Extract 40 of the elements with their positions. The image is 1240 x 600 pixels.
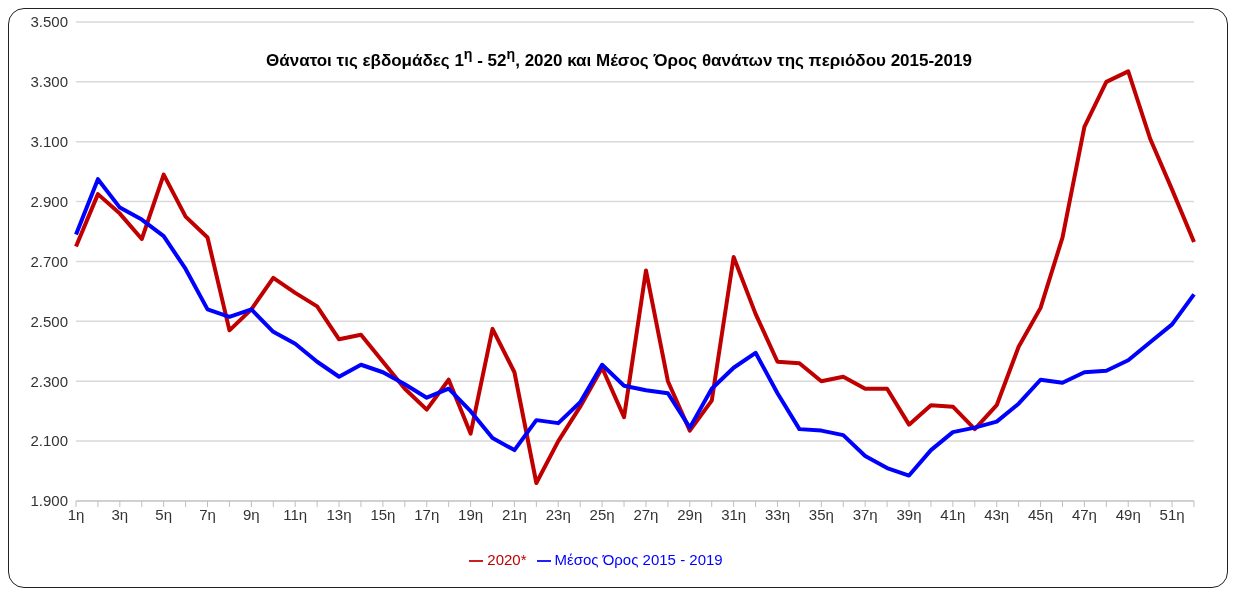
- line-series: [74, 177, 1196, 478]
- x-tick-label: 3η: [111, 505, 129, 523]
- x-tick-label: 7η: [199, 505, 216, 523]
- legend-label: 2020*: [487, 550, 527, 568]
- x-tick-label: 25η: [589, 505, 615, 523]
- y-tick-label: 2.500: [30, 312, 68, 330]
- x-tick-label: 1η: [67, 505, 85, 523]
- y-tick-label: 3.300: [30, 73, 68, 91]
- x-tick-label: 23η: [545, 505, 571, 523]
- y-tick-label: 1.900: [30, 492, 68, 510]
- x-tick-label: 41η: [940, 505, 966, 523]
- x-tick-label: 11η: [283, 505, 308, 523]
- x-tick-label: 21η: [501, 505, 527, 523]
- x-tick-label: 9η: [243, 505, 260, 523]
- x-tick-label: 19η: [458, 505, 484, 523]
- x-tick-label: 17η: [414, 505, 440, 523]
- x-tick-label: 39η: [896, 505, 922, 523]
- x-tick-label: 5η: [155, 505, 173, 523]
- y-tick-label: 2.300: [30, 372, 68, 390]
- y-tick-label: 2.900: [30, 192, 68, 210]
- x-tick-label: 43η: [984, 505, 1010, 523]
- x-tick-label: 47η: [1071, 505, 1097, 523]
- y-tick-label: 2.700: [30, 252, 68, 270]
- y-tick-label: 3.500: [30, 13, 68, 31]
- x-tick-label: 31η: [721, 505, 747, 523]
- y-tick-label: 3.100: [30, 133, 68, 151]
- x-tick-label: 29η: [677, 505, 703, 523]
- x-tick-label: 51η: [1159, 505, 1185, 523]
- x-tick-label: 13η: [326, 505, 352, 523]
- line-series: [74, 69, 1196, 486]
- x-tick-label: 49η: [1115, 505, 1141, 523]
- x-tick-label: 15η: [370, 505, 396, 523]
- x-tick-label: 33η: [764, 505, 791, 523]
- x-tick-label: 37η: [852, 505, 878, 523]
- y-tick-label: 2.100: [30, 432, 68, 450]
- x-tick-label: 35η: [808, 505, 834, 523]
- text: Θάνατοι τις εβδομάδες 1$^{η}$ - 52$^{η}$, 2020 και Μέσος Όρος θανάτων της περιόδου 2015-2019: [265, 46, 973, 71]
- legend-label: Μέσος Όρος 2015 - 2019: [554, 550, 723, 568]
- x-tick-label: 45η: [1028, 505, 1054, 523]
- x-tick-label: 27η: [633, 505, 659, 523]
